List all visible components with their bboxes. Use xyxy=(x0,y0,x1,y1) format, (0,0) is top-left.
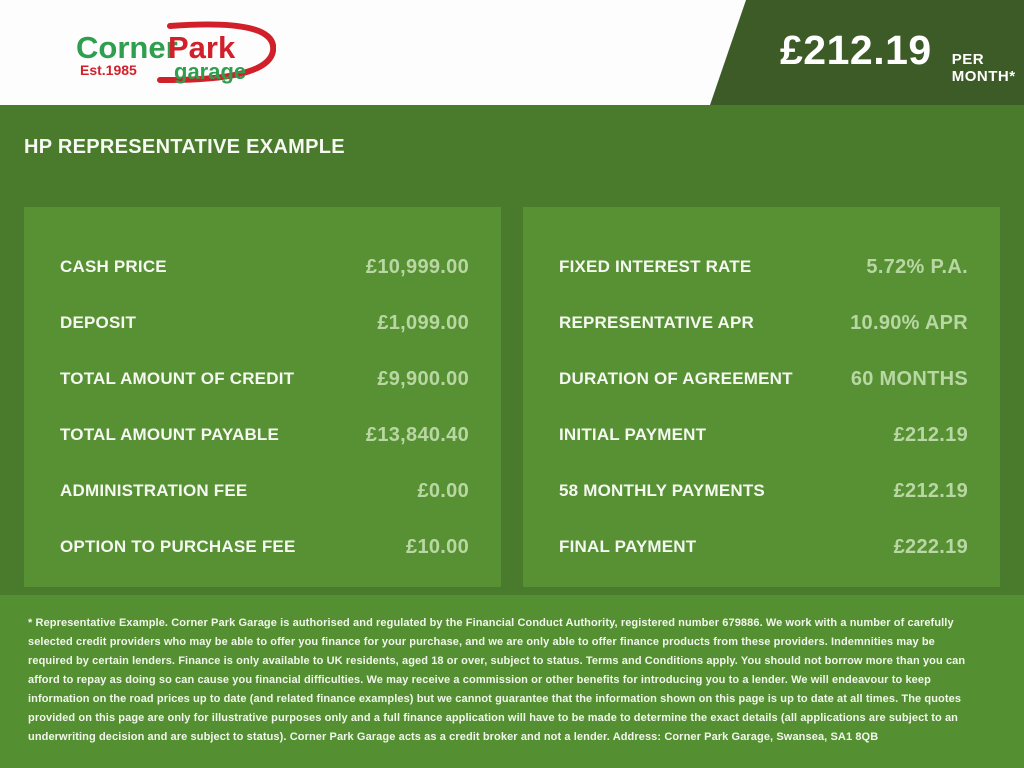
finance-row-representative-apr: REPRESENTATIVE APR 10.90% APR xyxy=(559,295,968,351)
finance-label: TOTAL AMOUNT OF CREDIT xyxy=(60,369,295,388)
finance-panel-left: CASH PRICE £10,999.00 DEPOSIT £1,099.00 … xyxy=(24,207,501,587)
page-title: HP REPRESENTATIVE EXAMPLE xyxy=(24,136,345,158)
finance-label: REPRESENTATIVE APR xyxy=(559,313,755,332)
finance-label: CASH PRICE xyxy=(60,257,167,276)
finance-label: DEPOSIT xyxy=(60,313,137,332)
monthly-price-banner: £212.19 PER MONTH* xyxy=(710,0,1024,105)
finance-value: 10.90% APR xyxy=(850,311,968,334)
finance-row-fixed-interest-rate: FIXED INTEREST RATE 5.72% P.A. xyxy=(559,239,968,295)
finance-label: FIXED INTEREST RATE xyxy=(559,257,752,276)
finance-label: OPTION TO PURCHASE FEE xyxy=(60,537,296,556)
finance-row-admin-fee: ADMINISTRATION FEE £0.00 xyxy=(60,463,469,519)
finance-row-total-payable: TOTAL AMOUNT PAYABLE £13,840.40 xyxy=(60,407,469,463)
logo-swoosh-icon xyxy=(157,21,276,84)
logo-word-park: Park xyxy=(168,30,236,65)
finance-panels: CASH PRICE £10,999.00 DEPOSIT £1,099.00 … xyxy=(24,207,1000,587)
finance-row-initial-payment: INITIAL PAYMENT £212.19 xyxy=(559,407,968,463)
logo-word-garage: garage xyxy=(174,59,246,84)
finance-value: £10,999.00 xyxy=(365,255,469,278)
finance-label: 58 MONTHLY PAYMENTS xyxy=(559,481,765,500)
corner-park-garage-logo: Corner Park Est.1985 garage xyxy=(76,21,276,84)
finance-label: INITIAL PAYMENT xyxy=(559,425,707,444)
finance-row-total-credit: TOTAL AMOUNT OF CREDIT £9,900.00 xyxy=(60,351,469,407)
disclaimer-band: * Representative Example. Corner Park Ga… xyxy=(0,595,1024,768)
finance-value: 5.72% P.A. xyxy=(866,255,968,278)
finance-panel-right: FIXED INTEREST RATE 5.72% P.A. REPRESENT… xyxy=(523,207,1000,587)
finance-value: £10.00 xyxy=(406,535,469,558)
finance-row-cash-price: CASH PRICE £10,999.00 xyxy=(60,239,469,295)
finance-row-option-to-purchase-fee: OPTION TO PURCHASE FEE £10.00 xyxy=(60,519,469,575)
finance-value: £222.19 xyxy=(893,535,968,558)
finance-value: £9,900.00 xyxy=(377,367,469,390)
finance-row-duration: DURATION OF AGREEMENT 60 MONTHS xyxy=(559,351,968,407)
finance-value: £212.19 xyxy=(893,423,968,446)
finance-row-deposit: DEPOSIT £1,099.00 xyxy=(60,295,469,351)
finance-row-final-payment: FINAL PAYMENT £222.19 xyxy=(559,519,968,575)
logo-established: Est.1985 xyxy=(80,62,137,78)
finance-value: £0.00 xyxy=(417,479,469,502)
finance-label: ADMINISTRATION FEE xyxy=(60,481,248,500)
finance-label: FINAL PAYMENT xyxy=(559,537,697,556)
finance-value: £212.19 xyxy=(893,479,968,502)
finance-row-monthly-payments: 58 MONTHLY PAYMENTS £212.19 xyxy=(559,463,968,519)
finance-label: DURATION OF AGREEMENT xyxy=(559,369,793,388)
finance-value: £1,099.00 xyxy=(377,311,469,334)
finance-example-body: HP REPRESENTATIVE EXAMPLE CASH PRICE £10… xyxy=(0,105,1024,595)
representative-example-disclaimer: * Representative Example. Corner Park Ga… xyxy=(28,617,966,743)
finance-label: TOTAL AMOUNT PAYABLE xyxy=(60,425,280,444)
monthly-price-qualifier: PER MONTH* xyxy=(951,51,1016,85)
logo-word-corner: Corner xyxy=(76,30,178,65)
finance-value: 60 MONTHS xyxy=(850,367,968,390)
monthly-price: £212.19 xyxy=(780,27,932,73)
page-header: Corner Park Est.1985 garage £212.19 PER … xyxy=(0,0,1024,105)
finance-value: £13,840.40 xyxy=(365,423,469,446)
